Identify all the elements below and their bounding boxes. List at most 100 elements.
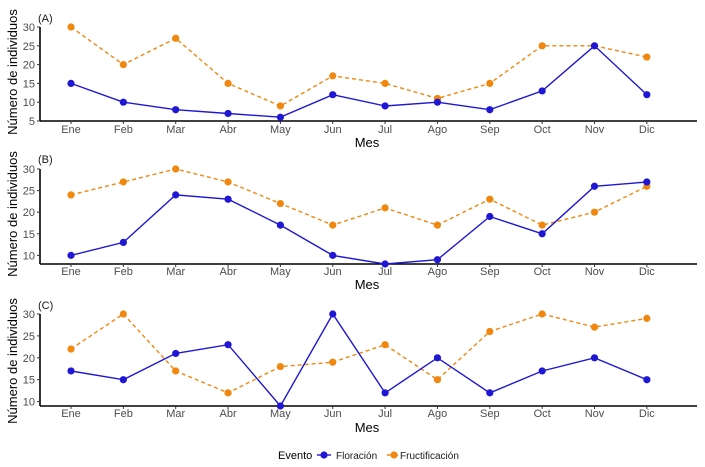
- y-tick-label: 25: [23, 186, 35, 198]
- x-tick-label: Jul: [378, 124, 392, 136]
- y-tick-label: 30: [23, 309, 35, 321]
- data-point-floracion: [224, 109, 232, 118]
- x-tick-label: Ene: [61, 408, 81, 420]
- data-point-fructificacion: [381, 341, 389, 349]
- panel-1: (A) 5 10 15 20 25 30 Ene Feb Mar Abr May Jun Jul Ago Se…: [5, 9, 697, 150]
- data-point-floracion: [643, 178, 651, 186]
- y-tick-label: 20: [23, 353, 35, 365]
- panel-2: (B) 10 15 20 25 30 Ene Feb Mar Abr May Jun Jul Ago Sep…: [5, 151, 697, 292]
- x-tick-label: Jun: [324, 266, 342, 278]
- x-axis-title: Mes: [355, 420, 380, 435]
- data-point-fructificacion: [433, 376, 442, 384]
- data-point-fructificacion: [643, 314, 651, 322]
- legend-title: Evento: [278, 450, 312, 462]
- data-point-floracion: [433, 354, 442, 362]
- x-axis-title: Mes: [355, 135, 380, 150]
- data-point-floracion: [486, 212, 494, 221]
- data-point-fructificacion: [172, 367, 180, 375]
- data-point-fructificacion: [643, 53, 651, 61]
- panel-tag: (A): [38, 13, 53, 25]
- data-point-floracion: [67, 251, 75, 259]
- legend: Evento Floración Fructificación: [278, 450, 459, 462]
- series-line-floracion: [70, 44, 648, 118]
- y-tick-label: 25: [23, 331, 35, 343]
- x-tick-label: Abr: [219, 408, 236, 420]
- x-tick-label: Mar: [166, 266, 185, 278]
- x-tick-label: Jun: [324, 124, 342, 136]
- y-tick-label: 10: [23, 97, 35, 109]
- x-tick-label: Nov: [585, 266, 605, 278]
- x-tick-label: Dic: [639, 266, 655, 278]
- x-tick-label: Oct: [534, 124, 551, 136]
- x-tick-label: Abr: [219, 124, 236, 136]
- data-point-floracion: [67, 79, 75, 87]
- data-point-floracion: [329, 91, 337, 99]
- series-line-fructificacion: [70, 168, 648, 226]
- data-point-fructificacion: [486, 327, 494, 336]
- data-point-fructificacion: [590, 208, 599, 216]
- data-point-floracion: [381, 102, 389, 110]
- y-axis-title: Número de individuos: [5, 9, 20, 135]
- data-point-floracion: [224, 341, 232, 349]
- data-point-floracion: [119, 98, 127, 106]
- data-point-fructificacion: [276, 362, 284, 371]
- data-point-floracion: [172, 191, 180, 199]
- x-tick-label: Ago: [428, 408, 448, 420]
- data-point-floracion: [329, 251, 337, 259]
- panel-tag: (C): [38, 300, 53, 312]
- data-point-floracion: [538, 367, 546, 375]
- data-point-floracion: [486, 389, 494, 397]
- x-tick-label: May: [270, 408, 291, 420]
- data-point-fructificacion: [276, 102, 284, 110]
- data-point-fructificacion: [486, 195, 494, 203]
- x-tick-label: May: [270, 266, 291, 278]
- data-point-fructificacion: [67, 345, 75, 353]
- data-point-floracion: [276, 221, 284, 229]
- data-point-fructificacion: [119, 178, 127, 186]
- x-tick-label: Nov: [585, 124, 605, 136]
- data-point-floracion: [538, 230, 546, 238]
- x-tick-label: Jul: [378, 266, 392, 278]
- x-tick-label: Dic: [639, 124, 655, 136]
- data-point-floracion: [329, 310, 337, 318]
- data-point-fructificacion: [329, 72, 337, 80]
- x-tick-label: Ene: [61, 124, 81, 136]
- data-point-fructificacion: [224, 178, 232, 186]
- y-axis-title: Número de individuos: [5, 298, 20, 424]
- data-point-floracion: [381, 260, 389, 268]
- data-point-floracion: [119, 238, 127, 247]
- data-point-floracion: [276, 113, 284, 121]
- x-tick-label: Oct: [534, 266, 551, 278]
- y-tick-label: 25: [23, 41, 35, 53]
- y-axis-title: Número de individuos: [5, 151, 20, 277]
- data-point-fructificacion: [433, 221, 442, 229]
- legend-key-floracion-point: [320, 451, 328, 459]
- y-tick-label: 10: [23, 397, 35, 409]
- data-point-floracion: [433, 256, 442, 264]
- y-tick-label: 15: [23, 375, 35, 387]
- data-point-floracion: [538, 87, 546, 95]
- data-point-fructificacion: [67, 23, 75, 31]
- y-tick-label: 20: [23, 207, 35, 219]
- x-tick-label: Feb: [114, 266, 133, 278]
- data-point-floracion: [119, 376, 127, 384]
- data-point-fructificacion: [172, 165, 180, 173]
- data-point-fructificacion: [381, 79, 389, 87]
- legend-label-floracion: Floración: [336, 451, 377, 462]
- data-point-floracion: [643, 91, 651, 99]
- data-point-fructificacion: [590, 323, 599, 331]
- x-axis-title: Mes: [355, 277, 380, 292]
- x-tick-label: Mar: [166, 124, 185, 136]
- x-tick-label: Feb: [114, 124, 133, 136]
- data-point-fructificacion: [486, 79, 494, 87]
- data-point-floracion: [276, 402, 284, 410]
- data-point-fructificacion: [538, 221, 546, 229]
- y-tick-label: 20: [23, 60, 35, 72]
- panel-3: (C) 10 15 20 25 30 Ene Feb Mar Abr May Jun Jul Ago Sep…: [5, 298, 697, 435]
- data-point-fructificacion: [224, 389, 232, 397]
- x-tick-label: Jun: [324, 408, 342, 420]
- data-point-floracion: [172, 349, 180, 358]
- data-point-floracion: [172, 106, 180, 114]
- x-tick-label: Sep: [480, 408, 500, 420]
